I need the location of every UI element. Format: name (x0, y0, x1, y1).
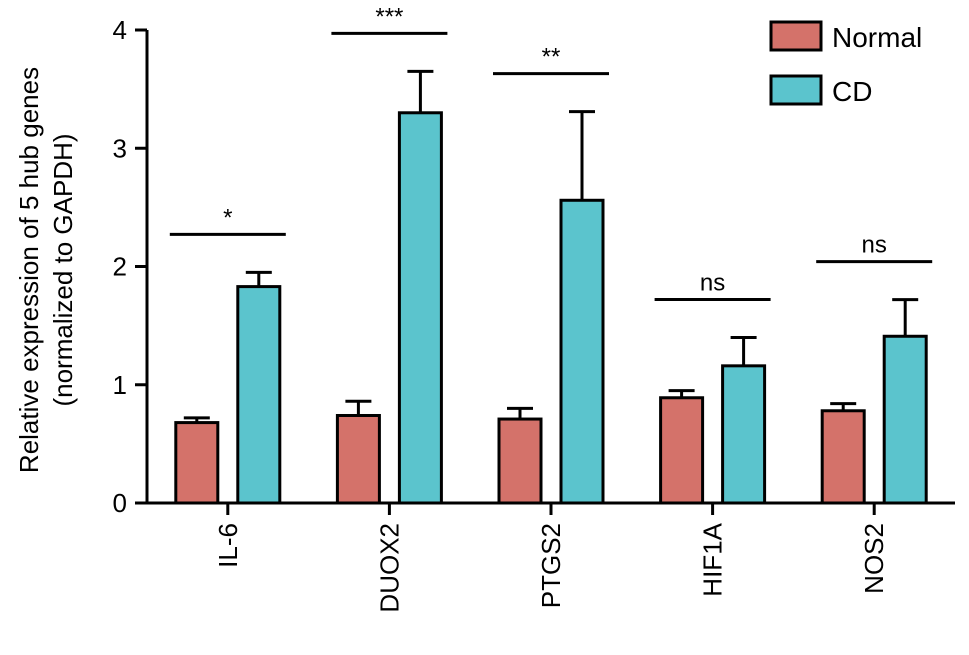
bar-normal-ptgs2 (497, 417, 543, 505)
legend: Normal CD (769, 20, 922, 107)
bar-normal-nos2 (820, 409, 866, 505)
bar-cd-il-6 (236, 285, 282, 505)
bar-cd-hif1a (721, 364, 767, 505)
significance-label: * (223, 204, 232, 231)
bar-normal-hif1a (659, 396, 705, 505)
significance-label: ns (700, 269, 725, 296)
legend-swatch-normal (769, 20, 823, 52)
y-tick-label: 3 (113, 133, 127, 163)
significance-label: ns (862, 232, 887, 259)
legend-swatch-cd (769, 74, 823, 106)
x-tick-label: DUOX2 (374, 523, 404, 613)
legend-label-normal: Normal (832, 22, 922, 53)
significance-label: *** (375, 3, 403, 30)
x-tick-label: NOS2 (859, 523, 889, 594)
x-tick-label: HIF1A (698, 522, 728, 596)
y-tick-label: 0 (113, 488, 127, 518)
significance-label: ** (542, 44, 561, 71)
y-axis-title-line1: Relative expression of 5 hub genes (14, 67, 44, 473)
legend-label-cd: CD (832, 76, 872, 107)
y-axis-title-line2: (normalized to GAPDH) (48, 133, 78, 406)
y-tick-label: 4 (113, 15, 127, 45)
bar-normal-il-6 (174, 421, 220, 505)
bar-normal-duox2 (335, 413, 381, 505)
bars (174, 69, 928, 505)
x-axis: IL-6 DUOX2 PTGS2 HIF1A NOS2 (147, 501, 955, 613)
y-tick-label: 2 (113, 252, 127, 282)
bar-cd-nos2 (882, 334, 928, 505)
bar-cd-duox2 (397, 111, 443, 505)
bar-cd-ptgs2 (559, 198, 605, 505)
y-axis: 0 1 2 3 4 (113, 15, 149, 518)
x-tick-label: PTGS2 (536, 523, 566, 608)
x-tick-label: IL-6 (213, 523, 243, 568)
y-tick-label: 1 (113, 370, 127, 400)
